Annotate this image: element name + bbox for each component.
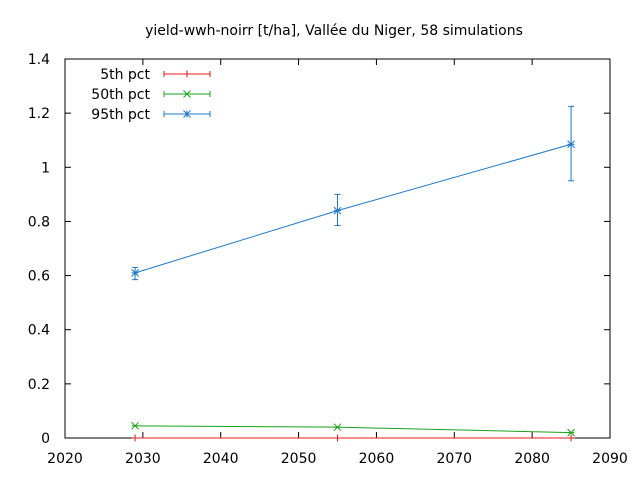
data-point: [333, 423, 342, 432]
data-point: [131, 269, 139, 277]
legend-item: 5th pct: [100, 67, 211, 83]
y-tick-label: 0.2: [28, 377, 50, 393]
series-line: [134, 143, 572, 274]
series-3: [131, 105, 575, 281]
legend-item: 95th pct: [91, 107, 211, 123]
series-layer: [131, 105, 575, 442]
y-tick-label: 1: [41, 160, 50, 176]
data-point: [131, 434, 139, 442]
x-tick-label: 2050: [281, 451, 317, 467]
x-tick-label: 2030: [125, 451, 161, 467]
data-point: [334, 434, 341, 442]
y-tick-label: 0: [41, 431, 50, 447]
y-tick-label: 0.4: [28, 323, 50, 339]
y-tick-label: 0.6: [28, 269, 50, 285]
x-tick-label: 2070: [436, 451, 472, 467]
series-line: [135, 425, 572, 434]
x-tick-label: 2040: [203, 451, 239, 467]
chart-title: yield-wwh-noirr [t/ha], Vallée du Niger,…: [145, 23, 523, 39]
y-tick-label: 1.4: [28, 52, 50, 68]
legend-label: 95th pct: [91, 107, 150, 123]
data-point: [567, 140, 575, 149]
legend-label: 5th pct: [100, 67, 150, 83]
x-tick-label: 2080: [514, 451, 550, 467]
x-tick-label: 2020: [47, 451, 83, 467]
legend-marker: [183, 70, 191, 78]
series-2: [131, 421, 575, 437]
y-tick-label: 0.8: [28, 214, 50, 230]
legend-label: 50th pct: [91, 87, 150, 103]
x-tick-label: 2060: [359, 451, 395, 467]
data-point: [567, 428, 575, 437]
y-tick-label: 1.2: [28, 106, 50, 122]
data-point: [333, 206, 342, 215]
data-point: [131, 421, 139, 430]
legend: 5th pct 50th pct 95th pct: [91, 67, 211, 123]
x-tick-label: 2090: [592, 451, 628, 467]
legend-marker: [183, 110, 191, 118]
legend-marker: [183, 90, 191, 98]
axes: 2020 2030 2040 2050 2060 2070 2080 2090 0 0.2 0.4 0…: [28, 52, 628, 467]
data-point: [567, 434, 575, 442]
legend-item: 50th pct: [91, 87, 211, 103]
series-1: [131, 434, 575, 442]
